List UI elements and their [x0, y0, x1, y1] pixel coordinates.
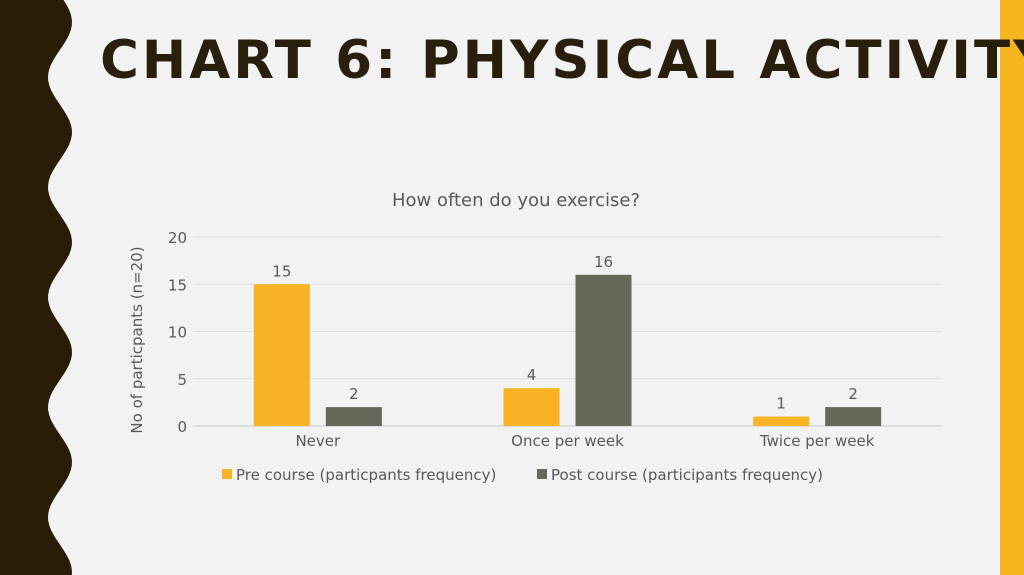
decorative-wave-band	[0, 0, 72, 575]
chart-x-ticks: Never Once per week Twice per week	[295, 432, 874, 450]
y-tick-label: 5	[177, 371, 187, 389]
bar-post-1	[575, 274, 632, 426]
slide-title: Chart 6: Physical Activity	[100, 30, 1024, 91]
y-tick-label: 20	[168, 229, 187, 247]
legend-label: Post course (participants frequency)	[551, 466, 823, 484]
y-tick-label: 10	[168, 324, 187, 342]
data-label: 15	[272, 262, 291, 280]
chart-bars	[253, 274, 882, 426]
y-tick-label: 0	[177, 418, 187, 436]
data-label: 1	[776, 395, 786, 413]
bar-pre-2	[753, 416, 810, 426]
y-tick-label: 15	[168, 276, 187, 294]
chart-gridlines	[193, 236, 942, 427]
bar-post-2	[825, 407, 882, 426]
x-tick-label: Twice per week	[759, 432, 875, 450]
bar-pre-1	[503, 388, 560, 426]
bar-pre-0	[253, 284, 310, 426]
legend-label: Pre course (particpants frequency)	[236, 466, 496, 484]
legend-swatch	[222, 469, 232, 479]
x-tick-label: Once per week	[511, 432, 624, 450]
data-label: 2	[848, 385, 858, 403]
wave-edge-shape	[0, 0, 72, 575]
data-label: 2	[349, 385, 359, 403]
x-tick-label: Never	[295, 432, 341, 450]
legend-swatch	[537, 469, 547, 479]
chart-y-ticks: 0 5 10 15 20	[168, 229, 187, 436]
chart-title: How often do you exercise?	[392, 190, 640, 211]
chart-legend: Pre course (particpants frequency) Post c…	[222, 466, 823, 484]
data-label: 4	[527, 366, 537, 384]
chart-data-labels: 15 2 4 16 1 2	[272, 253, 858, 413]
accent-side-bar	[1000, 0, 1024, 575]
data-label: 16	[594, 253, 613, 271]
bar-post-0	[325, 407, 382, 426]
y-axis-label: No of particpants (n=20)	[128, 246, 146, 433]
